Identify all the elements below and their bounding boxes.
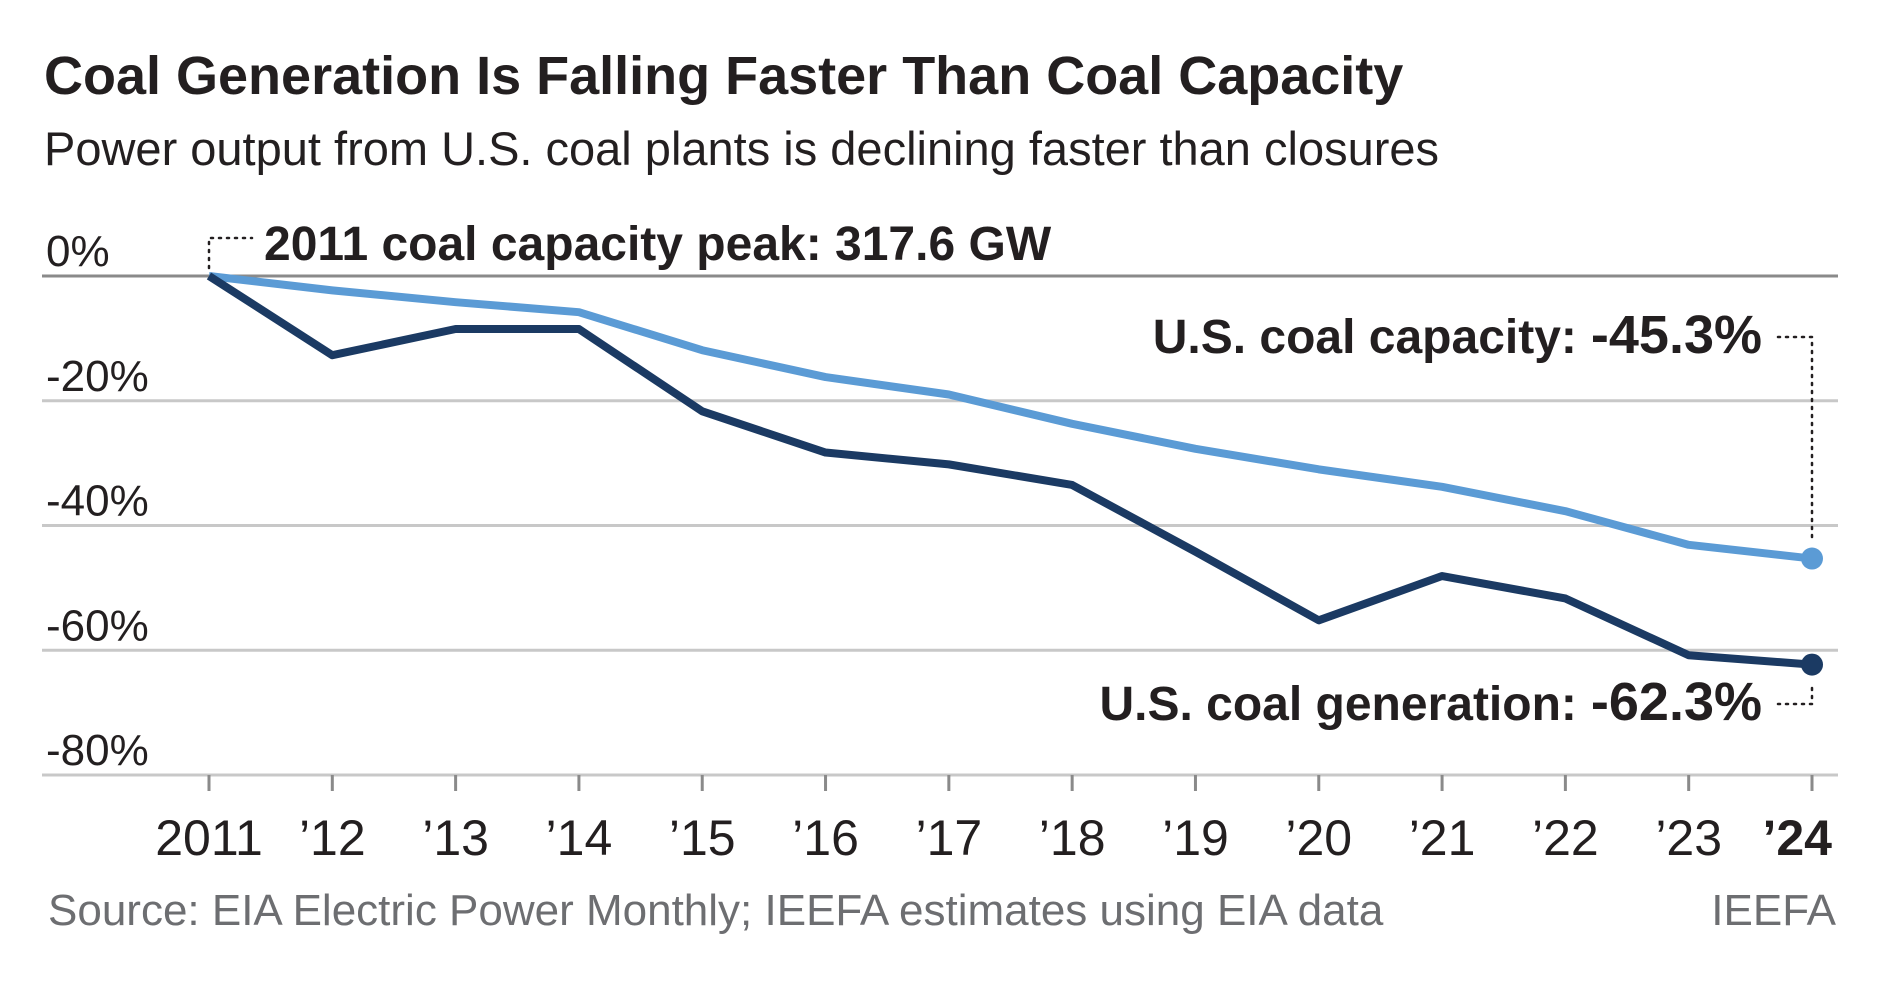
chart-subtitle: Power output from U.S. coal plants is de… [44,122,1439,175]
value-label: -45.3% [1591,305,1762,365]
x-tick-label: ’20 [1285,810,1352,866]
x-tick-label: ’16 [792,810,859,866]
annotation: 2011 coal capacity peak: 317.6 GW [264,218,1052,271]
y-tick-label: -20% [46,352,149,401]
x-tick-label: ’18 [1039,810,1106,866]
series-label: U.S. coal generation: -62.3% [1099,672,1762,732]
leader [1776,681,1814,706]
series-label: U.S. coal capacity: -45.3% [1153,305,1762,365]
x-tick-label: ’22 [1532,810,1599,866]
leader [1776,335,1814,542]
y-tick-label: -40% [46,477,149,526]
x-tick-label: ’12 [299,810,366,866]
x-tick-label: ’14 [546,810,613,866]
series-line [206,272,1813,669]
source: Source: EIA Electric Power Monthly; IEEF… [48,886,1384,935]
legend-entry: U.S. coal generation: [1099,678,1576,731]
legend-entry: U.S. coal capacity: [1153,311,1577,364]
x-tick-label: ’21 [1409,810,1476,866]
y-tick-label: -80% [46,726,149,775]
series-line [208,272,1813,563]
x-tick-label: ’17 [915,810,982,866]
x-tick-label: ’24 [1762,810,1832,866]
y-tick-label: 0% [46,227,110,276]
value-label: -62.3% [1591,672,1762,732]
x-tick-label: ’15 [669,810,736,866]
chart-title: Coal Generation Is Falling Faster Than C… [44,46,1403,106]
x-tick-label: ’13 [422,810,489,866]
x-tick-label: ’23 [1655,810,1722,866]
end-point [1801,547,1823,570]
credit: IEEFA [1711,886,1836,935]
end-point [1801,653,1823,676]
x-tick-label: ’19 [1162,810,1229,866]
x-tick-label: 2011 [155,810,263,866]
y-tick-label: -60% [46,601,149,650]
leader [207,236,254,270]
